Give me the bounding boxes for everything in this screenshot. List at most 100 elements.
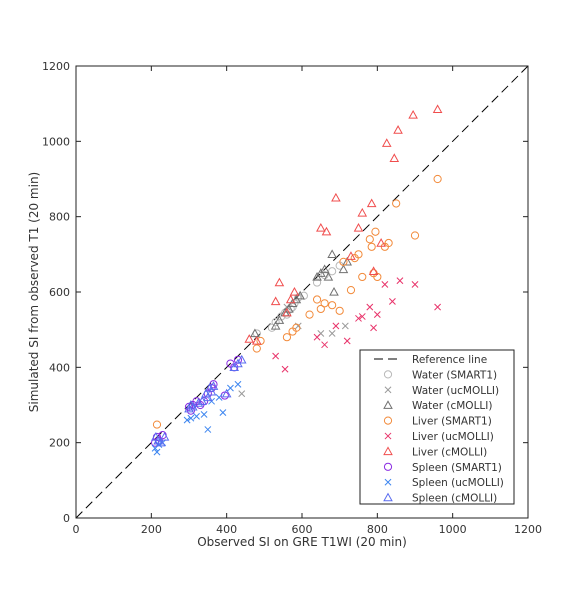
data-point [328,267,337,276]
data-point [274,277,285,287]
data-point [323,271,334,281]
data-point [319,264,330,274]
data-point [292,323,301,332]
data-point [370,324,377,332]
data-point [408,109,418,119]
data-points-group [151,104,443,456]
data-point [358,272,367,282]
data-point [206,386,217,396]
legend-box [359,349,515,505]
data-point [313,333,321,341]
data-point [332,322,340,330]
legend-label: Reference line [412,354,487,366]
data-point [312,278,322,287]
data-point [339,257,348,266]
data-point [366,198,377,208]
data-point [267,323,276,332]
data-point [252,344,261,353]
data-point [204,426,212,433]
x-tick-label: 1000 [439,523,467,536]
legend-label: Spleen (ucMOLLI) [412,477,504,489]
data-point [208,381,219,390]
legend-label: Water (SMART1) [412,369,497,381]
data-point [373,311,381,319]
x-tick-label: 1200 [514,523,542,536]
data-point [328,301,337,310]
data-point [341,322,349,330]
data-point [219,409,227,416]
y-tick-label: 1200 [42,60,70,73]
y-tick-label: 1000 [42,135,70,148]
legend-swatch [383,400,393,409]
data-point [272,352,280,360]
x-tick-label: 200 [141,523,162,536]
data-point [338,264,349,274]
data-point [343,337,351,345]
data-point [434,303,442,311]
data-point [234,380,242,388]
data-point [159,432,170,441]
data-point [355,314,362,322]
data-point [203,392,213,402]
data-point [221,388,232,398]
data-point [368,266,379,275]
data-point [331,192,341,202]
x-tick-label: 800 [367,523,388,536]
data-point [312,295,322,304]
data-point [327,249,337,259]
data-point [328,330,336,337]
data-point [282,333,292,342]
data-point [366,303,374,311]
legend-label: Liver (cMOLLI) [412,446,487,458]
data-point [236,354,247,364]
legend-swatch [383,416,393,425]
data-point [215,394,223,401]
data-point [392,199,401,208]
data-point [320,299,329,308]
data-point [183,416,191,424]
data-point [353,222,364,232]
axis-ticks-group: 0 200 400 600 800 1000 1200 0 200 400 600 800 1000 12… [42,60,542,536]
data-point [376,238,386,247]
data-point [285,294,296,304]
data-point [305,310,314,319]
data-point [365,235,374,244]
data-point [282,307,292,317]
x-axis-title: Observed SI on GRE T1WI (20 min) [197,535,407,549]
legend-swatch [383,492,393,502]
data-point [384,238,393,248]
data-point [321,226,332,236]
legend-swatch [384,478,392,486]
data-point [389,153,400,162]
x-tick-label: 600 [292,523,313,536]
y-tick-label: 800 [49,211,70,224]
data-point [186,400,196,409]
legend-label: Liver (ucMOLLI) [412,431,494,443]
data-point [200,411,208,418]
data-point [281,365,289,373]
data-point [433,174,442,184]
data-point [381,281,389,288]
data-point [357,207,368,217]
data-point [393,125,403,134]
data-point [153,448,161,456]
data-point [335,306,344,315]
data-point [238,390,246,398]
data-point [193,398,204,407]
legend-label: Spleen (SMART1) [412,462,502,474]
legend: Reference line Water (SMART1) Water (ucMOL… [359,349,515,505]
y-tick-label: 400 [49,361,70,374]
x-tick-label: 400 [216,523,237,536]
legend-swatch [384,432,392,440]
legend-swatch [383,462,393,471]
data-point [396,277,404,285]
legend-label: Water (cMOLLI) [412,400,492,412]
y-axis-title: Simulated SI from observed T1 (20 min) [27,172,41,412]
data-point [250,328,260,338]
x-tick-label: 0 [73,523,80,536]
legend-swatch [384,386,392,394]
data-point [410,231,420,240]
data-point [316,222,326,232]
legend-swatch [383,370,393,379]
